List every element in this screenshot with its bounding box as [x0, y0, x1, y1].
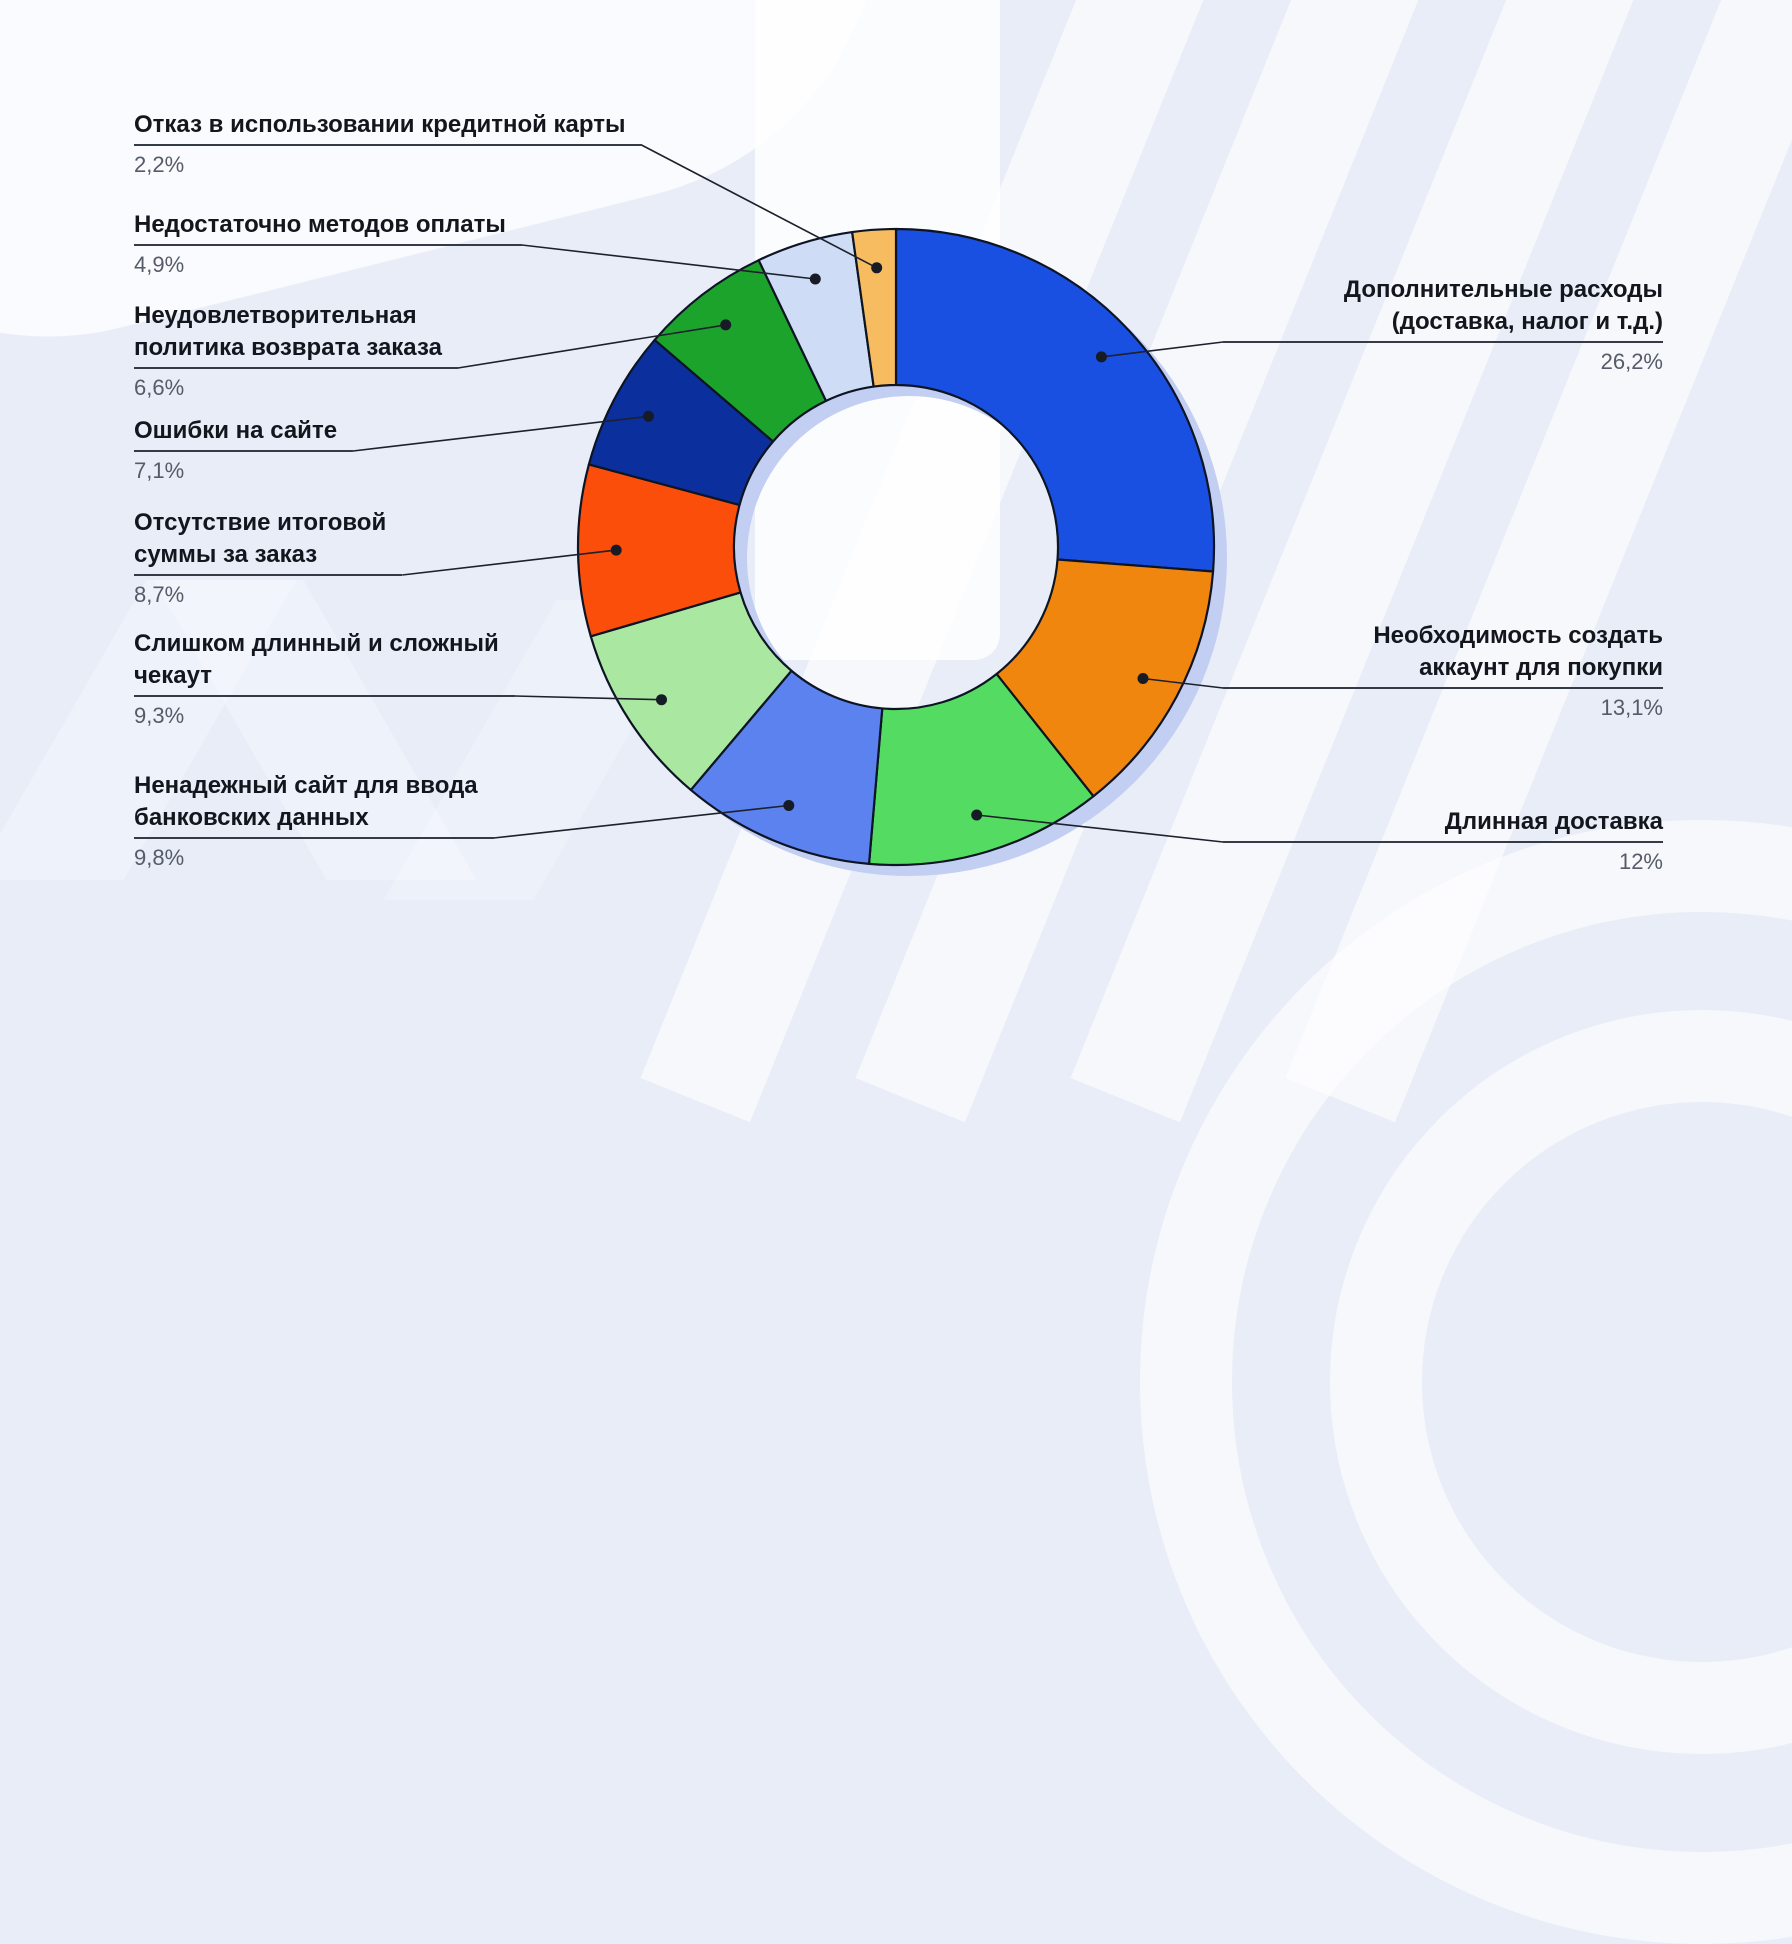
watermark-stripe-4: [1285, 0, 1792, 1123]
callout-label-line: банковских данных: [134, 804, 369, 831]
callout-connector-dot: [1095, 351, 1107, 363]
callout-connector-line: [493, 804, 789, 839]
callout-label: Ошибки на сайте: [134, 415, 354, 452]
donut-segment-8: [757, 230, 875, 402]
callout-label-line: политика возврата заказа: [134, 334, 442, 361]
watermark-band-top-center: [755, 0, 1000, 660]
callout-label-line: Отсутствие итоговой: [134, 509, 387, 536]
chart-callout: Слишком длинный и сложный чекаут 9,3%: [134, 628, 515, 729]
callout-label: Длинная доставка: [1223, 806, 1663, 843]
donut-segment-0: [894, 227, 1216, 573]
callout-connector-line: [521, 244, 816, 280]
donut-segment-9: [851, 227, 898, 388]
watermark-ring-2: [1140, 820, 1792, 1944]
callout-value: 13,1%: [1600, 695, 1663, 720]
callout-value: 8,7%: [134, 582, 185, 607]
callout-value: 9,3%: [134, 703, 185, 728]
watermark-stripe-1: [640, 0, 1275, 1123]
callout-value: 12%: [1618, 849, 1663, 874]
watermark-ring-1: [1330, 1010, 1792, 1754]
callout-connector-dot: [720, 319, 732, 331]
callout-connector-line: [352, 415, 649, 452]
callout-label-line: Ошибки на сайте: [134, 417, 338, 444]
callout-value: 4,9%: [134, 252, 185, 277]
chart-callout: Отказ в использовании кредитной карты 2,…: [134, 109, 642, 178]
watermark-stripe-3: [1070, 0, 1705, 1123]
callout-connector-line: [1101, 341, 1224, 358]
callout-connector-line: [641, 144, 878, 269]
callout-value: 7,1%: [134, 458, 185, 483]
callout-connector-dot: [656, 694, 667, 706]
callout-value: 2,2%: [134, 152, 185, 177]
watermark-stripe-2: [855, 0, 1490, 1123]
callout-label-line: Слишком длинный и сложный: [134, 630, 499, 657]
callout-label-line: Отказ в использовании кредитной карты: [134, 111, 626, 138]
chart-callout: Ошибки на сайте 7,1%: [134, 415, 354, 484]
callout-value: 26,2%: [1600, 349, 1663, 374]
callout-label-line: (доставка, налог и т.д.): [1391, 308, 1663, 335]
callout-value: 6,6%: [134, 375, 185, 400]
callout-connector-dot: [610, 544, 622, 556]
callout-connector-dot: [809, 273, 821, 285]
callout-connector-line: [976, 814, 1224, 843]
callout-label: Ненадежный сайт для ввода банковских дан…: [134, 770, 494, 839]
callout-connector-dot: [1137, 673, 1149, 684]
callout-label: Отказ в использовании кредитной карты: [134, 109, 642, 146]
callout-label-line: Недостаточно методов оплаты: [134, 211, 506, 238]
donut-shadow: [591, 240, 1227, 876]
callout-connector-dot: [643, 410, 654, 422]
chart-callout: Отсутствие итоговой суммы за заказ 8,7%: [134, 507, 403, 608]
chart-callout: Необходимость создать аккаунт для покупк…: [1223, 620, 1663, 721]
callout-label-line: суммы за заказ: [134, 541, 318, 568]
callout-connector-line: [402, 549, 617, 576]
callout-connector-dot: [783, 800, 795, 811]
callout-label: Необходимость создать аккаунт для покупк…: [1223, 620, 1663, 689]
donut-segment-7: [653, 259, 828, 443]
donut-segment-1: [995, 558, 1215, 798]
donut-segment-2: [867, 672, 1095, 867]
callout-label: Отсутствие итоговой суммы за заказ: [134, 507, 403, 576]
callout-label-line: аккаунт для покупки: [1419, 654, 1663, 681]
callout-connector-line: [457, 324, 726, 369]
chart-callout: Недостаточно методов оплаты 4,9%: [134, 209, 522, 278]
callout-label-line: Дополнительные расходы: [1343, 276, 1663, 303]
callout-connector-line: [514, 695, 662, 701]
callout-label: Недостаточно методов оплаты: [134, 209, 522, 246]
donut-segment-5: [576, 463, 742, 638]
callout-label-line: Ненадежный сайт для ввода: [134, 772, 478, 799]
donut-segment-3: [689, 669, 884, 865]
callout-label: Дополнительные расходы (доставка, налог …: [1223, 274, 1663, 343]
callout-label-line: Неудовлетворительная: [134, 302, 417, 329]
chart-callout: Дополнительные расходы (доставка, налог …: [1223, 274, 1663, 375]
callout-label-line: Необходимость создать: [1373, 622, 1663, 649]
callout-value: 9,8%: [134, 845, 185, 870]
callout-label: Слишком длинный и сложный чекаут: [134, 628, 515, 697]
chart-callout: Ненадежный сайт для ввода банковских дан…: [134, 770, 494, 871]
donut-segment-4: [589, 591, 793, 792]
chart-callout: Длинная доставка 12%: [1223, 806, 1663, 875]
donut-segment-6: [587, 338, 775, 507]
callout-label-line: Длинная доставка: [1444, 808, 1663, 835]
callout-connector-dot: [871, 262, 883, 274]
callout-connector-dot: [971, 809, 983, 821]
callout-connector-line: [1142, 677, 1224, 689]
callout-label: Неудовлетворительная политика возврата з…: [134, 300, 458, 369]
callout-label-line: чекаут: [134, 662, 213, 689]
chart-callout: Неудовлетворительная политика возврата з…: [134, 300, 458, 401]
